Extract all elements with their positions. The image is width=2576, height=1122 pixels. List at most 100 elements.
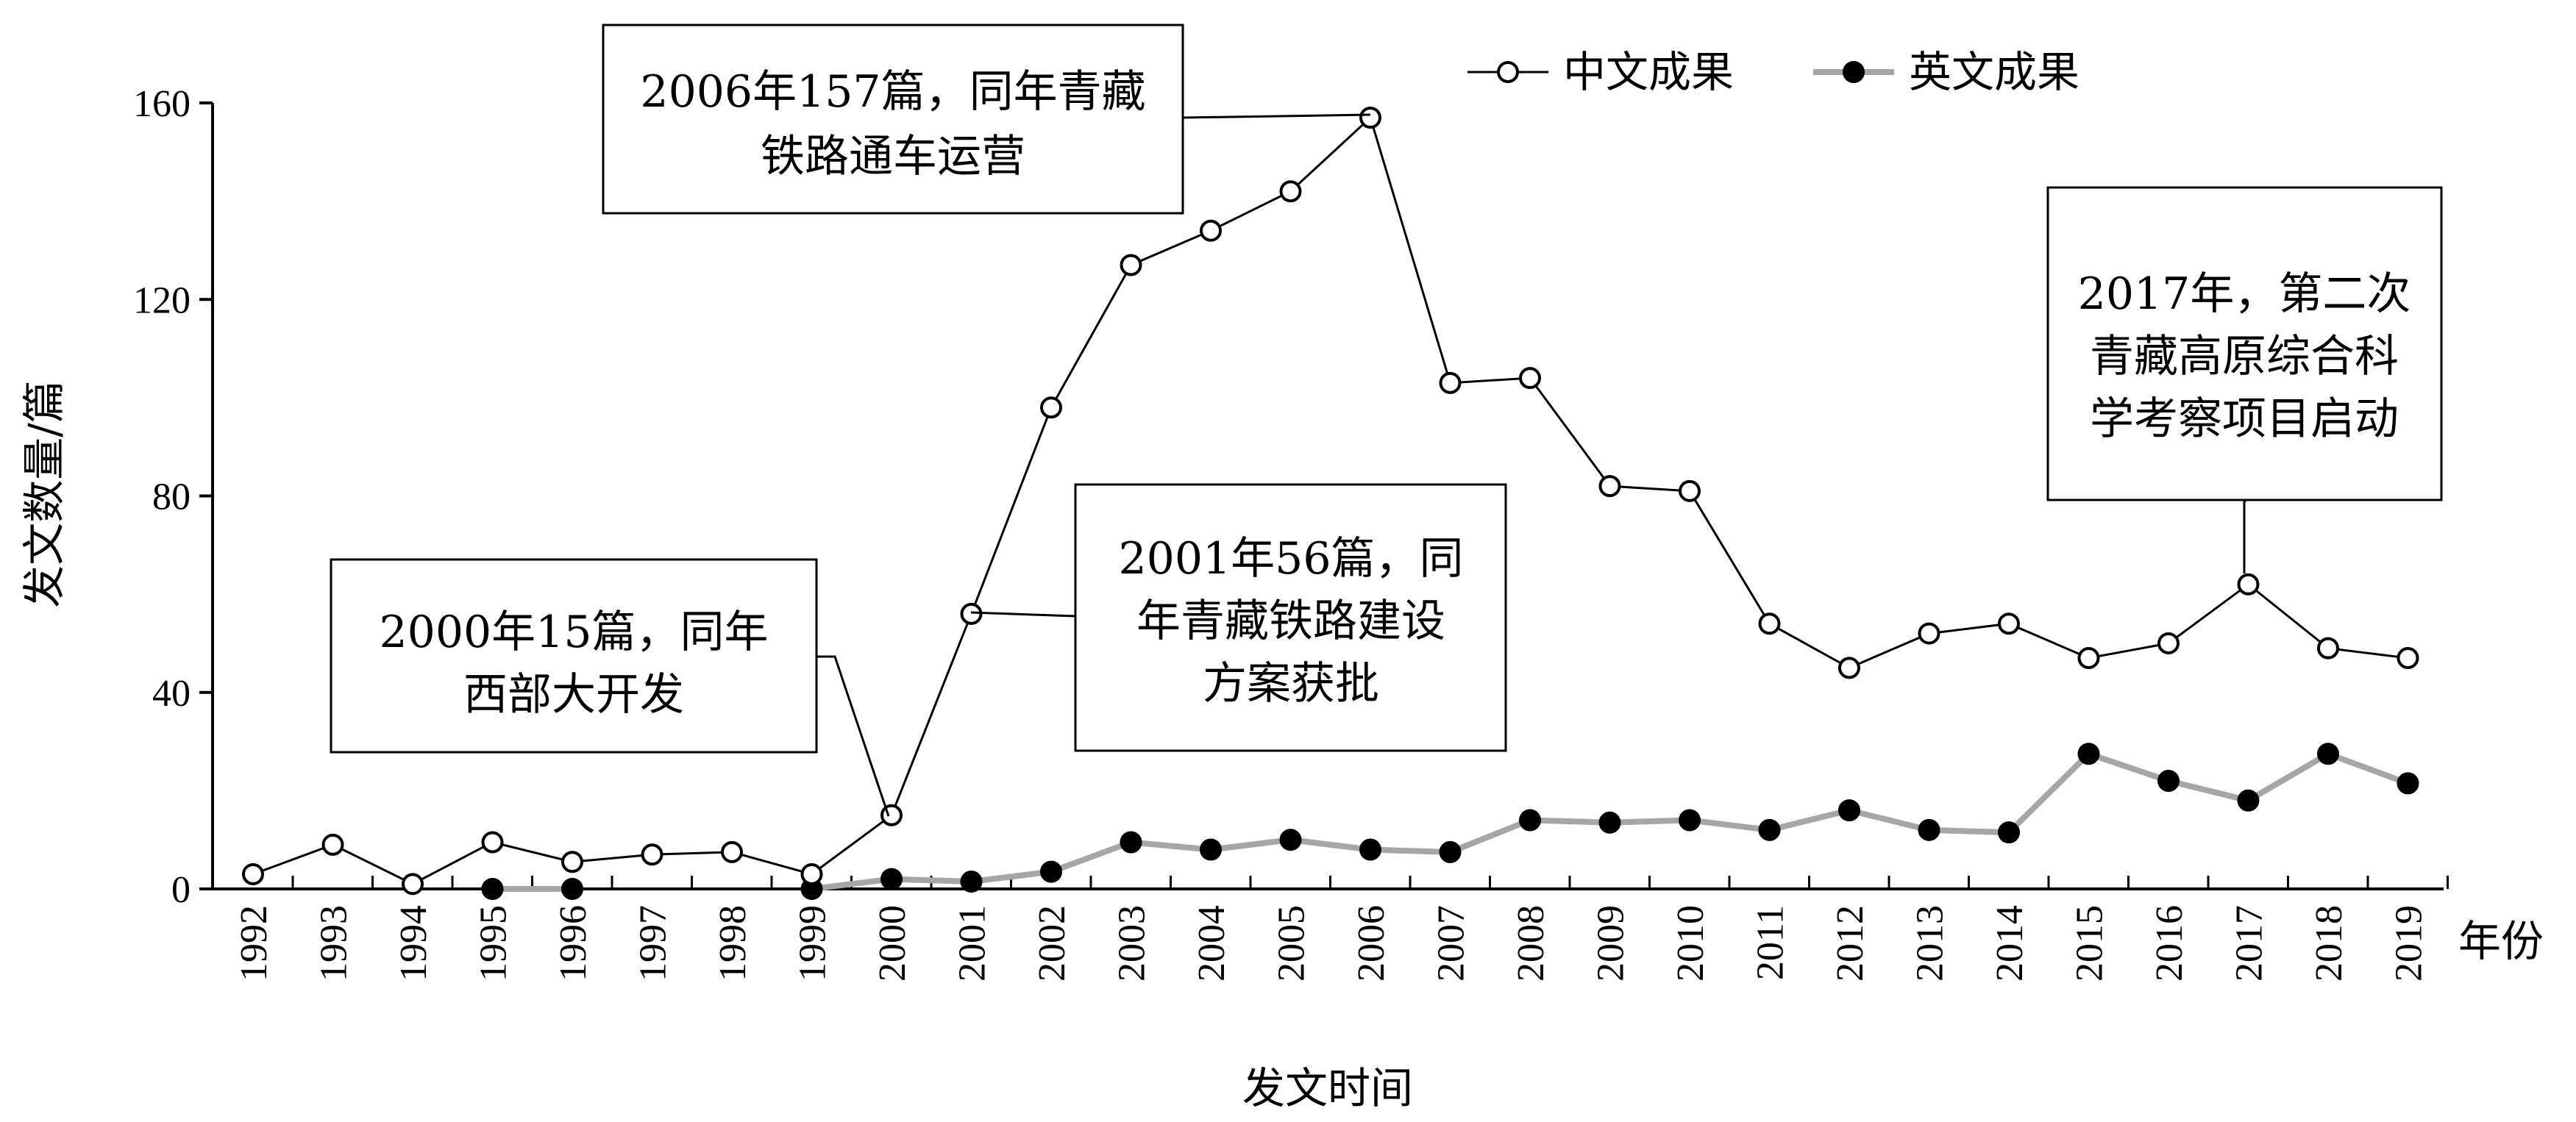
chinese-point-1998 xyxy=(721,840,743,863)
y-axis-title: 发文数量/篇 xyxy=(19,380,69,608)
x-tick-label: 2012 xyxy=(1829,905,1871,982)
legend-label-english: 英文成果 xyxy=(1909,47,2079,97)
y-tick-label: 120 xyxy=(133,279,191,321)
chinese-point-1994 xyxy=(402,873,424,896)
english-point-2007 xyxy=(1439,840,1462,863)
english-point-2011 xyxy=(1758,818,1781,841)
chinese-point-2008 xyxy=(1519,367,1541,390)
english-point-2001 xyxy=(960,870,983,893)
x-tick-label: 1993 xyxy=(313,905,355,982)
chinese-point-2007 xyxy=(1439,371,1462,394)
english-point-2018 xyxy=(2317,743,2339,765)
legend-marker-chinese xyxy=(1497,61,1519,83)
annotation-box-2001 xyxy=(1074,483,1507,752)
legend: 中文成果 英文成果 xyxy=(1467,47,2079,97)
chinese-point-1992 xyxy=(242,862,264,885)
annotation-2001-line2: 年青藏铁路建设 xyxy=(1136,596,1445,647)
chinese-point-2003 xyxy=(1120,254,1142,276)
x-tick-label: 1999 xyxy=(792,905,834,982)
english-point-2002 xyxy=(1040,860,1062,883)
x-tick-label: 2018 xyxy=(2308,905,2350,982)
x-tick-label: 2003 xyxy=(1111,905,1153,982)
x-tick-label: 2007 xyxy=(1431,905,1473,982)
english-point-2019 xyxy=(2397,772,2419,795)
english-point-2006 xyxy=(1359,838,1381,861)
series-chinese xyxy=(242,107,2419,896)
chinese-point-2019 xyxy=(2397,646,2419,669)
x-tick-label: 2002 xyxy=(1031,905,1073,982)
english-point-1995 xyxy=(481,878,504,900)
chinese-point-2018 xyxy=(2317,637,2339,660)
chinese-point-2002 xyxy=(1040,396,1062,419)
x-tick-label: 2019 xyxy=(2388,905,2430,982)
chinese-point-2009 xyxy=(1598,475,1621,498)
chinese-point-2012 xyxy=(1838,657,1860,679)
chinese-point-1999 xyxy=(800,862,823,885)
x-tick-label: 1992 xyxy=(233,905,275,982)
annotation-2017-line2: 青藏高原综合科 xyxy=(2090,331,2399,382)
chinese-point-2004 xyxy=(1200,219,1222,242)
chinese-point-2001 xyxy=(960,602,983,625)
x-tick-label: 2006 xyxy=(1351,905,1392,982)
annotations: 2006年157篇，同年青藏 铁路通车运营 2001年56篇，同 年青藏铁路建设… xyxy=(330,24,2443,817)
annotation-2006-line2: 铁路通车运营 xyxy=(761,131,1025,182)
english-point-2004 xyxy=(1200,838,1222,861)
chinese-point-1995 xyxy=(481,831,504,854)
annotation-2017-line1: 2017年，第二次 xyxy=(2078,268,2411,320)
english-point-2008 xyxy=(1519,809,1541,832)
chinese-point-2015 xyxy=(2077,646,2100,669)
english-point-2005 xyxy=(1279,829,1302,851)
chinese-point-1993 xyxy=(321,833,344,856)
annotation-2001-line3: 方案获批 xyxy=(1203,658,1379,710)
chinese-point-2014 xyxy=(1998,612,2020,635)
leader-2000 xyxy=(816,655,890,817)
x-tick-label: 2008 xyxy=(1510,905,1552,982)
series-english xyxy=(481,743,2419,900)
x-tick-label: 2016 xyxy=(2149,905,2191,982)
chinese-point-2010 xyxy=(1679,479,1701,502)
chinese-point-1996 xyxy=(561,851,583,873)
annotation-box-2017 xyxy=(2046,186,2443,501)
legend-label-chinese: 中文成果 xyxy=(1563,47,1734,97)
y-ticks: 0 40 80 120 160 xyxy=(133,83,213,911)
chinese-point-2006 xyxy=(1359,107,1381,129)
x-tick-label: 2000 xyxy=(872,905,914,982)
english-point-2013 xyxy=(1918,818,1940,841)
english-point-2014 xyxy=(1998,821,2020,844)
x-tick-label: 2017 xyxy=(2229,905,2271,982)
english-point-2016 xyxy=(2157,770,2180,793)
leader-2001 xyxy=(970,611,1076,618)
x-tick-label: 2005 xyxy=(1271,905,1313,982)
english-point-2010 xyxy=(1679,809,1701,832)
y-tick-label: 160 xyxy=(133,83,191,125)
english-point-2009 xyxy=(1598,811,1621,834)
x-tick-label: 2004 xyxy=(1191,905,1233,982)
annotation-2006-line1: 2006年157篇，同年青藏 xyxy=(640,66,1145,118)
y-tick-label: 80 xyxy=(152,476,191,518)
x-tick-label: 1996 xyxy=(552,905,594,982)
english-point-2003 xyxy=(1120,831,1142,854)
chinese-point-1997 xyxy=(641,843,663,866)
x-tick-label: 1997 xyxy=(633,905,675,982)
english-point-1996 xyxy=(561,878,583,900)
x-tick-label: 2011 xyxy=(1750,905,1792,980)
leader-2006 xyxy=(1182,113,1371,119)
annotation-2001-line1: 2001年56篇，同 xyxy=(1118,533,1463,585)
chinese-point-2016 xyxy=(2157,632,2180,654)
annotation-2000-line2: 西部大开发 xyxy=(463,669,684,721)
y-tick-label: 0 xyxy=(171,869,191,911)
chinese-point-2017 xyxy=(2237,573,2260,596)
x-tick-label: 2013 xyxy=(1910,905,1951,982)
x-axis-unit: 年份 xyxy=(2458,916,2544,966)
chinese-point-2005 xyxy=(1279,180,1302,203)
annotation-2000-line1: 2000年15篇，同年 xyxy=(379,607,768,658)
english-point-2012 xyxy=(1838,799,1860,822)
x-tick-label: 1994 xyxy=(393,905,435,982)
x-tick-label: 2010 xyxy=(1670,905,1712,982)
x-tick-label: 2015 xyxy=(2069,905,2111,982)
chinese-point-2000 xyxy=(880,804,903,826)
chinese-line xyxy=(252,115,2408,886)
x-tick-label: 1998 xyxy=(712,905,754,982)
x-ticks: 1992 1993 1994 1995 1996 1997 1998 1999 2000 2001… xyxy=(233,876,2449,982)
